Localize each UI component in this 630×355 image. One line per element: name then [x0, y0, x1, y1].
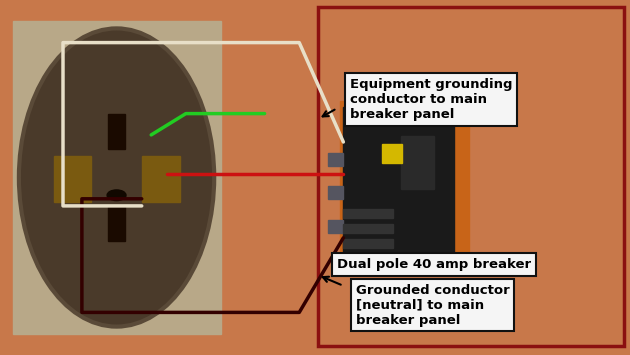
- Bar: [343, 239, 393, 248]
- Bar: [142, 156, 180, 202]
- Bar: [343, 209, 393, 218]
- Text: Equipment grounding
conductor to main
breaker panel: Equipment grounding conductor to main br…: [350, 78, 512, 121]
- Bar: [318, 7, 624, 346]
- Bar: [343, 106, 454, 256]
- Text: Dual pole 40 amp breaker: Dual pole 40 amp breaker: [337, 258, 531, 271]
- Ellipse shape: [19, 28, 214, 327]
- Bar: [401, 136, 433, 189]
- Bar: [108, 114, 125, 149]
- Bar: [340, 101, 469, 261]
- Bar: [13, 21, 220, 334]
- Bar: [382, 144, 402, 163]
- Bar: [328, 220, 343, 233]
- Bar: [343, 224, 393, 233]
- Bar: [328, 186, 343, 199]
- Bar: [328, 153, 343, 166]
- Ellipse shape: [107, 190, 126, 201]
- Bar: [54, 156, 91, 202]
- Text: Grounded conductor
[neutral] to main
breaker panel: Grounded conductor [neutral] to main bre…: [356, 284, 510, 327]
- Bar: [108, 206, 125, 241]
